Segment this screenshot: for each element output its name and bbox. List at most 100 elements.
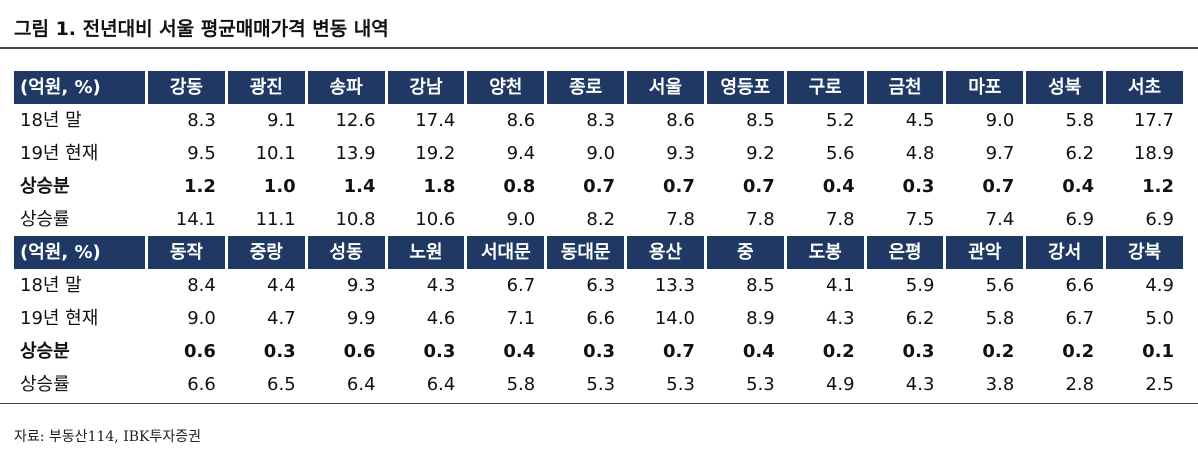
source-note: 자료: 부동산114, IBK투자증권	[14, 429, 201, 445]
header-cell: 중	[706, 236, 787, 269]
value-cell: 0.4	[1062, 176, 1095, 197]
header-cell: 종로	[547, 71, 628, 104]
value-cell: 0.6	[343, 341, 376, 362]
value-cell: 3.8	[985, 374, 1015, 395]
value-cell: 6.4	[346, 374, 376, 395]
value-cell: 0.6	[183, 341, 216, 362]
header-cell: 구로	[786, 71, 867, 104]
data-row: 18년 말 8.4 4.4 9.3 4.3 6.7 6.3 13.3 8.5 4.1 5.9 5.6 6…	[14, 269, 1186, 302]
value-cell: 0.7	[742, 176, 775, 197]
value-cell: 7.8	[746, 209, 775, 230]
value-cell: 12.6	[335, 110, 376, 131]
value-cell: 4.6	[426, 308, 456, 329]
header-cell: 동대문	[547, 236, 628, 269]
value-cell: 6.6	[586, 308, 616, 329]
value-cell: 8.3	[187, 110, 216, 131]
value-cell: 7.1	[506, 308, 536, 329]
header-row: (억원, %) 강동 광진 송파 강남 양천 종로 서울 영등포 구로 금천 마포 성북 서초	[14, 71, 1186, 104]
value-cell: 0.2	[822, 341, 855, 362]
value-cell: 9.1	[267, 110, 296, 131]
rule	[0, 403, 1198, 404]
header-cell: 금천	[866, 71, 947, 104]
header-cell: 광진	[227, 71, 308, 104]
row-label: 18년 말	[20, 275, 82, 296]
value-cell: 1.0	[263, 176, 296, 197]
value-cell: 5.8	[985, 308, 1015, 329]
value-cell: 5.3	[746, 374, 775, 395]
value-cell: 9.7	[985, 143, 1015, 164]
value-cell: 14.0	[654, 308, 695, 329]
value-cell: 5.8	[506, 374, 536, 395]
header-cell: 관악	[946, 236, 1027, 269]
value-cell: 0.7	[663, 341, 695, 362]
value-cell: 6.2	[1065, 143, 1095, 164]
value-cell: 8.6	[506, 110, 536, 131]
header-cell: 성북	[1026, 71, 1107, 104]
value-cell: 9.0	[187, 308, 216, 329]
value-cell: 10.6	[415, 209, 456, 230]
value-cell: 5.0	[1145, 308, 1174, 329]
value-cell: 6.6	[187, 374, 216, 395]
value-cell: 10.1	[255, 143, 296, 164]
value-cell: 4.3	[905, 374, 935, 395]
data-row: 상승률 14.1 11.1 10.8 10.6 9.0 8.2 7.8 7.8 7.8 7.5 7.4…	[14, 203, 1186, 236]
value-cell: 9.5	[187, 143, 216, 164]
rule	[0, 47, 1198, 49]
value-cell: 4.5	[905, 110, 935, 131]
header-cell: 서대문	[467, 236, 548, 269]
table: (억원, %) 강동 광진 송파 강남 양천 종로 서울 영등포 구로 금천 마포 성북 서초 18년 말 8…	[14, 71, 1186, 401]
value-cell: 0.3	[423, 341, 456, 362]
header-cell: (억원, %)	[14, 236, 148, 269]
value-cell: 5.9	[905, 275, 935, 296]
value-cell: 7.5	[905, 209, 935, 230]
value-cell: 7.4	[985, 209, 1015, 230]
header-row: (억원, %) 동작 중랑 성동 노원 서대문 동대문 용산 중 도봉 은평 관악 강서 강북	[14, 236, 1186, 269]
header-cell: 은평	[866, 236, 947, 269]
value-cell: 2.8	[1065, 374, 1095, 395]
value-cell: 8.4	[187, 275, 216, 296]
row-label: 상승률	[20, 209, 70, 230]
data-row: 19년 현재 9.5 10.1 13.9 19.2 9.4 9.0 9.3 9.2 5.6 4.8 9…	[14, 137, 1186, 170]
value-cell: 0.4	[822, 176, 855, 197]
value-cell: 6.2	[905, 308, 935, 329]
value-cell: 4.1	[825, 275, 855, 296]
value-cell: 8.5	[746, 275, 775, 296]
value-cell: 9.0	[586, 143, 616, 164]
header-cell: 노원	[387, 236, 468, 269]
value-cell: 9.3	[666, 143, 695, 164]
value-cell: 0.7	[663, 176, 695, 197]
value-cell: 0.7	[982, 176, 1015, 197]
value-cell: 17.4	[415, 110, 456, 131]
header-cell: 성동	[307, 236, 388, 269]
value-cell: 19.2	[415, 143, 456, 164]
row-label: 18년 말	[20, 110, 82, 131]
value-cell: 6.9	[1145, 209, 1174, 230]
data-row: 상승분 1.2 1.0 1.4 1.8 0.8 0.7 0.7 0.7 0.4 0.3 0.7 0.4 1…	[14, 170, 1186, 203]
row-label: 상승분	[20, 341, 70, 362]
header-cell: 영등포	[706, 71, 787, 104]
header-cell: 서초	[1106, 71, 1186, 104]
value-cell: 1.8	[423, 176, 456, 197]
value-cell: 4.8	[905, 143, 935, 164]
value-cell: 4.9	[1145, 275, 1174, 296]
value-cell: 4.9	[825, 374, 855, 395]
value-cell: 6.4	[426, 374, 456, 395]
value-cell: 6.7	[1065, 308, 1095, 329]
header-cell: 동작	[148, 236, 228, 269]
value-cell: 0.2	[1062, 341, 1095, 362]
header-cell: 강서	[1026, 236, 1107, 269]
header-cell: 강남	[387, 71, 468, 104]
value-cell: 5.6	[985, 275, 1015, 296]
header-cell: 송파	[307, 71, 388, 104]
row-label: 19년 현재	[20, 308, 99, 329]
value-cell: 8.2	[586, 209, 616, 230]
value-cell: 6.3	[586, 275, 616, 296]
value-cell: 9.0	[506, 209, 536, 230]
value-cell: 9.2	[746, 143, 775, 164]
value-cell: 6.6	[1065, 275, 1095, 296]
value-cell: 17.7	[1133, 110, 1174, 131]
value-cell: 4.3	[825, 308, 855, 329]
figure-title: 그림 1. 전년대비 서울 평균매매가격 변동 내역	[14, 18, 389, 40]
data-row: 상승분 0.6 0.3 0.6 0.3 0.4 0.3 0.7 0.4 0.2 0.3 0.2 0.2 0…	[14, 335, 1186, 368]
value-cell: 14.1	[175, 209, 216, 230]
